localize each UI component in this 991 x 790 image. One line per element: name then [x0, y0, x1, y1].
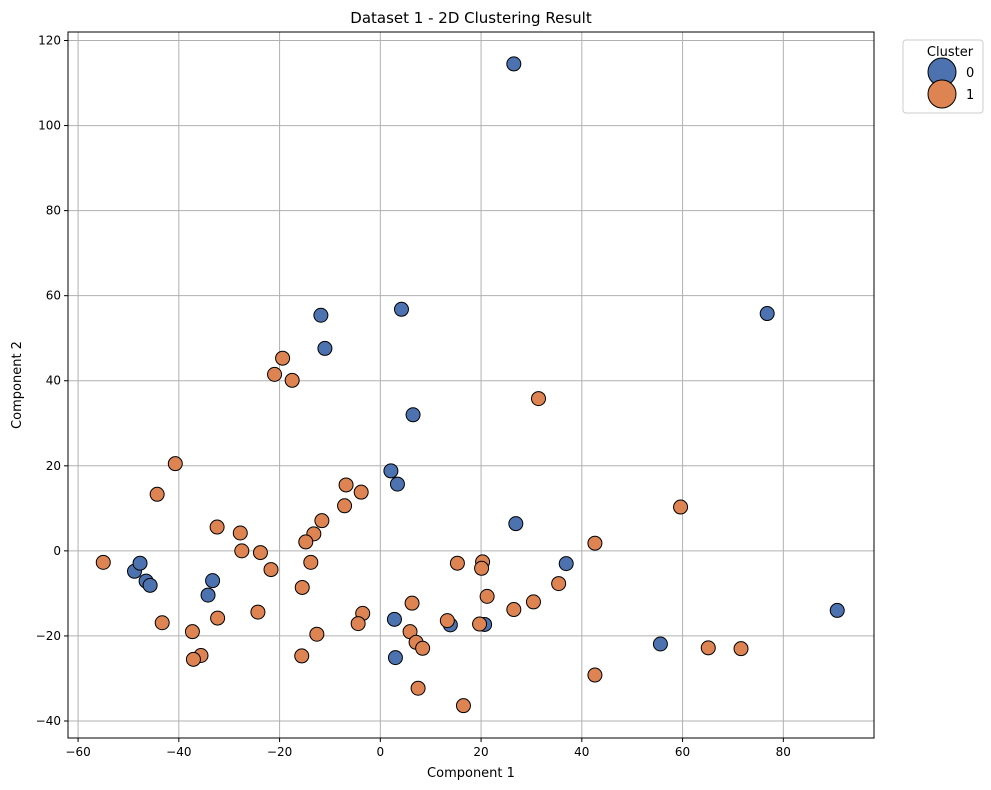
point-cluster-0 [393, 301, 409, 317]
point-cluster-0 [205, 573, 221, 589]
point-cluster-1 [95, 554, 111, 570]
point-cluster-1 [506, 602, 522, 618]
point-cluster-0 [142, 577, 158, 593]
point-cluster-0 [652, 636, 668, 652]
legend-title: Cluster [927, 45, 974, 60]
point-cluster-1 [525, 594, 541, 610]
point-cluster-1 [314, 513, 330, 529]
plot-frame [67, 31, 875, 739]
point-cluster-1 [551, 576, 567, 592]
point-cluster-0 [200, 587, 216, 603]
point-cluster-1 [303, 554, 319, 570]
chart-title: Dataset 1 - 2D Clustering Result [350, 9, 592, 27]
point-cluster-0 [317, 340, 333, 356]
x-tick-label: 80 [776, 745, 791, 759]
legend-marker-cluster-1 [927, 79, 957, 109]
gridlines [68, 32, 874, 738]
point-cluster-1 [474, 560, 490, 576]
point-cluster-1 [232, 525, 248, 541]
point-cluster-1 [209, 519, 225, 535]
point-cluster-0 [506, 56, 522, 72]
point-cluster-1 [294, 579, 310, 595]
point-cluster-1 [449, 555, 465, 571]
point-cluster-1 [338, 477, 354, 493]
point-cluster-1 [184, 624, 200, 640]
y-axis-label: Component 2 [10, 341, 25, 429]
y-tick-label: 80 [46, 204, 61, 218]
point-cluster-1 [250, 604, 266, 620]
point-cluster-0 [313, 307, 329, 323]
point-cluster-1 [284, 372, 300, 388]
y-tick-label: −20 [36, 629, 61, 643]
x-tick-label: 20 [473, 745, 488, 759]
point-cluster-0 [759, 306, 775, 322]
point-cluster-1 [275, 350, 291, 366]
axis-ticks: −60 −40 −20 0 20 40 60 80 −40 −20 0 20 40 60 80 100 120 [36, 34, 791, 759]
point-cluster-0 [558, 556, 574, 572]
point-cluster-1 [404, 595, 420, 611]
x-tick-label: 60 [675, 745, 690, 759]
point-cluster-1 [587, 535, 603, 551]
y-tick-label: 100 [38, 119, 61, 133]
y-tick-label: 20 [46, 459, 61, 473]
legend-label-cluster-1: 1 [966, 88, 974, 103]
point-cluster-1 [350, 616, 366, 632]
point-cluster-1 [309, 626, 325, 642]
point-cluster-0 [387, 650, 403, 666]
point-cluster-1 [479, 588, 495, 604]
point-cluster-0 [829, 602, 845, 618]
point-cluster-1 [294, 648, 310, 664]
point-cluster-1 [415, 640, 431, 656]
data-points [95, 56, 845, 714]
x-tick-label: 0 [377, 745, 385, 759]
y-tick-label: 40 [46, 374, 61, 388]
point-cluster-0 [386, 611, 402, 627]
point-cluster-1 [298, 534, 314, 550]
point-cluster-0 [508, 516, 524, 532]
y-tick-label: 0 [53, 544, 61, 558]
x-tick-label: 40 [574, 745, 589, 759]
legend-label-cluster-0: 0 [966, 66, 974, 81]
point-cluster-1 [439, 613, 455, 629]
y-tick-label: −40 [36, 714, 61, 728]
point-cluster-0 [405, 407, 421, 423]
x-tick-label: −20 [267, 745, 292, 759]
x-axis-label: Component 1 [427, 766, 515, 781]
point-cluster-1 [185, 651, 201, 667]
point-cluster-0 [383, 463, 399, 479]
x-tick-label: −40 [166, 745, 191, 759]
point-cluster-1 [167, 456, 183, 472]
point-cluster-1 [263, 562, 279, 578]
point-cluster-1 [472, 616, 488, 632]
y-tick-label: 60 [46, 289, 61, 303]
point-cluster-1 [455, 698, 471, 714]
point-cluster-1 [587, 667, 603, 683]
point-cluster-1 [700, 640, 716, 656]
point-cluster-0 [389, 476, 405, 492]
point-cluster-1 [252, 545, 268, 561]
point-cluster-1 [531, 391, 547, 407]
y-tick-label: 120 [38, 34, 61, 48]
x-tick-label: −60 [65, 745, 90, 759]
point-cluster-1 [149, 486, 165, 502]
legend: Cluster 0 1 [902, 39, 984, 114]
point-cluster-1 [234, 543, 250, 559]
point-cluster-1 [733, 641, 749, 657]
point-cluster-1 [353, 484, 369, 500]
point-cluster-1 [154, 615, 170, 631]
point-cluster-1 [210, 610, 226, 626]
point-cluster-1 [673, 499, 689, 515]
point-cluster-1 [410, 680, 426, 696]
point-cluster-1 [337, 498, 353, 514]
point-cluster-1 [267, 366, 283, 382]
point-cluster-0 [132, 555, 148, 571]
